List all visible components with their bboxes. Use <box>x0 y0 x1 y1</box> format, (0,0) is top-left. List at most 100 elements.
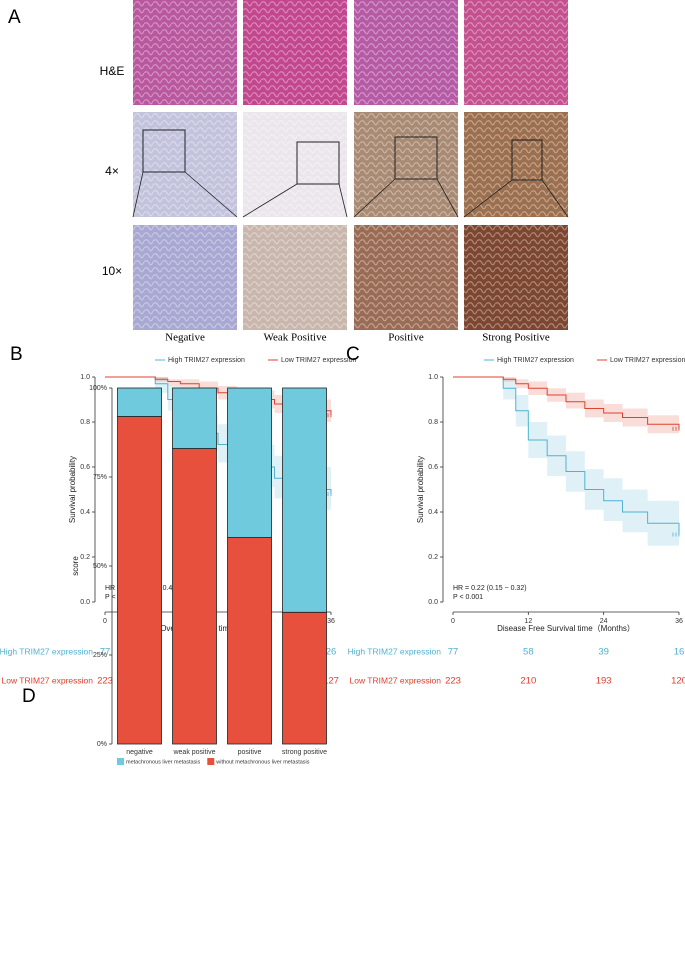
y-tick-label: 0.6 <box>80 464 90 471</box>
tissue-texture <box>354 225 458 330</box>
risk-count: 223 <box>445 676 461 687</box>
tissue-texture <box>133 0 237 105</box>
zoom-box <box>394 136 438 180</box>
risk-count: 223 <box>97 676 113 687</box>
y-tick-label: 0.2 <box>428 554 438 561</box>
legend-label: Low TRIM27 expression <box>610 357 685 364</box>
tissue-texture <box>354 0 458 105</box>
tissue-texture <box>464 225 568 330</box>
tissue-texture <box>354 112 458 217</box>
column-label: Weak Positive <box>264 332 327 344</box>
zoom-line <box>338 183 348 218</box>
bar-segment <box>172 387 217 449</box>
column-label: Strong Positive <box>482 332 550 344</box>
panel-label: B <box>10 344 23 365</box>
risk-count: 58 <box>523 647 534 658</box>
y-tick-label: 1.0 <box>428 374 438 381</box>
zoom-box <box>142 129 186 173</box>
zoom-line <box>436 178 459 218</box>
y-tick-label: 0.0 <box>428 599 438 606</box>
tissue-texture <box>243 225 347 330</box>
y-tick-label: 0.4 <box>428 509 438 516</box>
bar-segment <box>117 416 162 745</box>
tissue-texture <box>243 112 347 217</box>
y-tick-label: 100% <box>89 385 107 392</box>
zoom-line <box>132 171 144 218</box>
row-label: 10× <box>102 264 122 278</box>
bar-segment <box>172 448 217 745</box>
column-label: Negative <box>165 332 205 344</box>
tissue-texture <box>133 225 237 330</box>
y-tick-label: 1.0 <box>80 374 90 381</box>
x-tick-label: 24 <box>600 618 608 625</box>
tissue-texture <box>464 0 568 105</box>
x-tick-label: 36 <box>327 618 335 625</box>
zoom-line <box>541 179 569 218</box>
risk-row-label: Low TRIM27 expression <box>2 675 94 685</box>
y-tick-label: 25% <box>93 652 107 659</box>
risk-row-label: High TRIM27 expression <box>348 646 442 656</box>
zoom-line <box>184 171 238 218</box>
y-tick-label: 0.8 <box>80 419 90 426</box>
risk-count: 210 <box>520 676 536 687</box>
x-tick-label: negative <box>126 749 153 756</box>
legend-label: Low TRIM27 expression <box>281 357 356 364</box>
y-tick-label: 50% <box>93 563 107 570</box>
risk-count: 16 <box>674 647 685 658</box>
risk-count: 120 <box>671 676 685 687</box>
column-label: Positive <box>388 332 424 344</box>
bar-segment <box>117 387 162 417</box>
confidence-band <box>105 377 331 517</box>
legend-label: High TRIM27 expression <box>497 357 574 364</box>
x-tick-label: positive <box>238 749 262 756</box>
risk-count: 77 <box>100 647 111 658</box>
bar-segment <box>282 387 327 613</box>
annotation: P < 0.001 <box>453 594 483 601</box>
x-axis-title: Overall Survival time（Months） <box>160 624 276 633</box>
y-tick-label: 0.6 <box>428 464 438 471</box>
x-tick-label: 36 <box>675 618 683 625</box>
legend-label: without metachronous liver metastasis <box>215 759 309 765</box>
x-tick-label: 0 <box>103 618 107 625</box>
risk-count: 77 <box>448 647 459 658</box>
x-tick-label: weak positive <box>172 749 215 756</box>
y-tick-label: 0% <box>97 741 107 748</box>
y-tick-label: 0.4 <box>80 509 90 516</box>
risk-row-label: High TRIM27 expression <box>0 646 93 656</box>
panel-label: D <box>22 686 36 707</box>
legend-label: High TRIM27 expression <box>168 357 245 364</box>
risk-count: 26 <box>326 647 337 658</box>
y-axis-title: score <box>71 556 80 576</box>
y-tick-label: 0.2 <box>80 554 90 561</box>
legend-swatch <box>117 758 124 765</box>
y-tick-label: 0.8 <box>428 419 438 426</box>
tissue-texture <box>243 0 347 105</box>
x-tick-label: 0 <box>451 618 455 625</box>
risk-count: 39 <box>598 647 609 658</box>
legend-label: metachronous liver metastasis <box>126 759 201 765</box>
zoom-line <box>353 178 396 218</box>
panel-label: A <box>8 7 21 28</box>
bar-segment <box>227 537 272 745</box>
censor-marks <box>672 532 680 537</box>
survival-curve <box>453 376 680 429</box>
histology-grid <box>132 0 569 330</box>
x-axis-title: Disease Free Survival time（Months） <box>497 624 635 633</box>
y-tick-label: 0.0 <box>80 599 90 606</box>
x-tick-label: 12 <box>524 618 532 625</box>
zoom-line <box>242 183 298 218</box>
zoom-box <box>296 141 340 185</box>
row-label: H&E <box>100 64 125 78</box>
y-axis-title: Survival probability <box>416 456 425 523</box>
panel-label: C <box>346 344 360 365</box>
bar-segment <box>227 387 272 538</box>
legend-swatch <box>207 758 215 765</box>
risk-row-label: Low TRIM27 expression <box>350 675 442 685</box>
zoom-box <box>511 139 543 181</box>
survival-curve <box>453 376 680 535</box>
zoom-line <box>463 179 513 218</box>
y-axis-title: Survival probability <box>68 456 77 523</box>
y-tick-label: 75% <box>93 474 107 481</box>
censor-marks <box>672 426 680 431</box>
